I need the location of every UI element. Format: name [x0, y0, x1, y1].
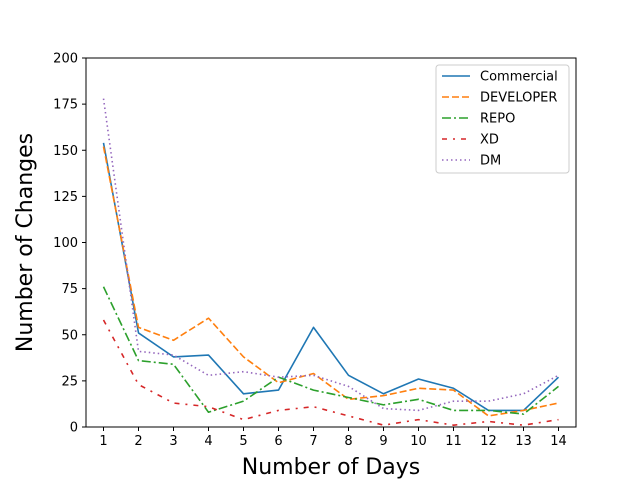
legend-label-repo: REPO	[480, 112, 515, 127]
x-tick-label: 5	[239, 434, 247, 449]
x-axis-ticks: 1 2 3 4 5 6 7 8 9 10 11 12 13 14	[99, 427, 567, 449]
x-tick-label: 12	[480, 434, 497, 449]
y-tick-label: 25	[61, 374, 78, 389]
legend: Commercial DEVELOPER REPO XD DM	[435, 64, 570, 174]
legend-box	[435, 64, 570, 174]
y-axis-ticks: 0 25 50 75 100 125 150 175 200	[53, 52, 86, 436]
legend-label-xd: XD	[480, 133, 499, 148]
series-line-commercial	[102, 142, 560, 412]
plot-frame	[85, 57, 577, 428]
y-tick-label: 125	[53, 190, 78, 205]
y-tick-label: 75	[61, 282, 78, 297]
legend-label-developer: DEVELOPER	[480, 91, 557, 106]
x-tick-label: 8	[344, 434, 352, 449]
y-tick-label: 150	[53, 144, 78, 159]
y-tick-label: 50	[61, 328, 78, 343]
x-tick-label: 9	[379, 434, 387, 449]
y-tick-label: 200	[53, 52, 78, 67]
series-line-xd	[102, 319, 559, 426]
y-tick-label: 175	[53, 98, 78, 113]
x-tick-label: 1	[99, 434, 107, 449]
x-tick-label: 13	[515, 434, 532, 449]
x-tick-label: 2	[134, 434, 142, 449]
y-tick-label: 100	[53, 236, 78, 251]
y-tick-label: 0	[70, 421, 78, 436]
x-tick-label: 10	[410, 434, 427, 449]
series-line-repo	[102, 286, 559, 415]
x-tick-label: 6	[274, 434, 282, 449]
legend-label-dm: DM	[480, 154, 501, 169]
legend-label-commercial: Commercial	[480, 70, 558, 85]
x-tick-label: 14	[550, 434, 567, 449]
y-axis-label: Number of Changes	[13, 133, 38, 352]
x-tick-label: 11	[445, 434, 462, 449]
x-tick-label: 7	[309, 434, 317, 449]
x-axis-label: Number of Days	[242, 455, 420, 480]
x-tick-label: 3	[169, 434, 177, 449]
x-tick-label: 4	[204, 434, 212, 449]
series-lines	[102, 98, 560, 426]
series-line-developer	[102, 146, 559, 417]
series-line-dm	[102, 98, 559, 412]
